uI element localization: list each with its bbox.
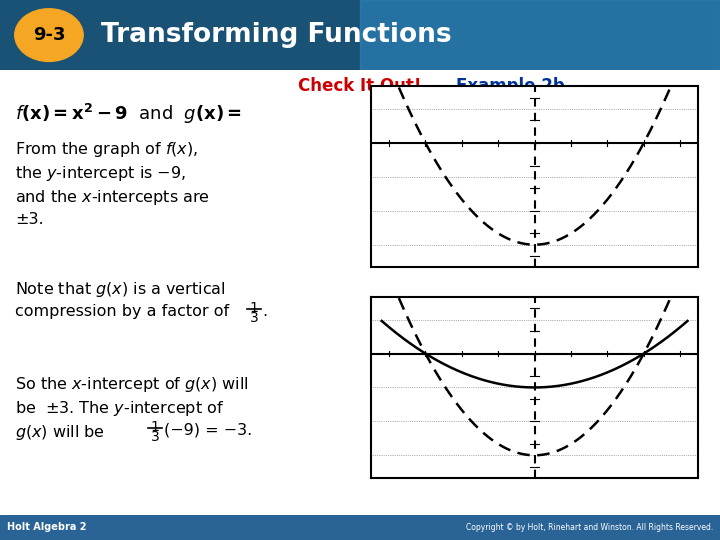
Text: .: . — [262, 304, 267, 319]
Text: Check It Out!: Check It Out! — [298, 77, 422, 95]
Text: So the $\mathit{x}$-intercept of $\mathit{g}(x)$ will: So the $\mathit{x}$-intercept of $\mathi… — [15, 375, 248, 394]
Text: From the graph of $\mathit{f}(x)$,: From the graph of $\mathit{f}(x)$, — [15, 140, 198, 159]
Text: 3: 3 — [250, 311, 258, 325]
Text: Transforming Functions: Transforming Functions — [101, 22, 451, 48]
Text: the $\mathit{y}$-intercept is −9,: the $\mathit{y}$-intercept is −9, — [15, 164, 186, 183]
Text: be  ±3. The $\mathit{y}$-intercept of: be ±3. The $\mathit{y}$-intercept of — [15, 399, 224, 418]
Text: (−9) = −3.: (−9) = −3. — [164, 423, 252, 438]
Text: your answer: your answer — [455, 318, 549, 333]
Text: $\mathbf{1}$: $\mathbf{1}$ — [384, 98, 396, 114]
Text: 3: 3 — [150, 430, 159, 444]
Text: and the $\mathit{x}$-intercepts are: and the $\mathit{x}$-intercepts are — [15, 188, 210, 207]
Text: $\mathbf{\mathit{f}(x)}$: $\mathbf{\mathit{f}(x)}$ — [403, 102, 438, 122]
Text: Note that $\mathit{g}(x)$ is a vertical: Note that $\mathit{g}(x)$ is a vertical — [15, 280, 225, 299]
Text: $\mathit{g}(x)$ will be: $\mathit{g}(x)$ will be — [15, 423, 105, 442]
Text: Copyright © by Holt, Rinehart and Winston. All Rights Reserved.: Copyright © by Holt, Rinehart and Winsto… — [466, 523, 713, 532]
Text: $\mathit{Check}$: $\mathit{Check}$ — [390, 302, 439, 318]
Text: Holt Algebra 2: Holt Algebra 2 — [7, 522, 86, 532]
Text: Example 2b: Example 2b — [456, 77, 564, 95]
Text: 1: 1 — [150, 420, 159, 434]
Text: $\mathbf{3}$: $\mathbf{3}$ — [384, 109, 396, 125]
Text: 9-3: 9-3 — [32, 26, 66, 44]
Text: ±3.: ±3. — [15, 212, 44, 227]
Text: $\mathbf{\mathit{f}(x) = x^2 - 9}$  and  $\mathbf{\mathit{g}(x) =}$: $\mathbf{\mathit{f}(x) = x^2 - 9}$ and $… — [15, 102, 242, 126]
Text: A graph supports: A graph supports — [445, 302, 577, 317]
Ellipse shape — [14, 9, 84, 62]
Text: 1: 1 — [250, 301, 258, 315]
Text: compression by a factor of: compression by a factor of — [15, 304, 229, 319]
Bar — [360, 0, 720, 70]
